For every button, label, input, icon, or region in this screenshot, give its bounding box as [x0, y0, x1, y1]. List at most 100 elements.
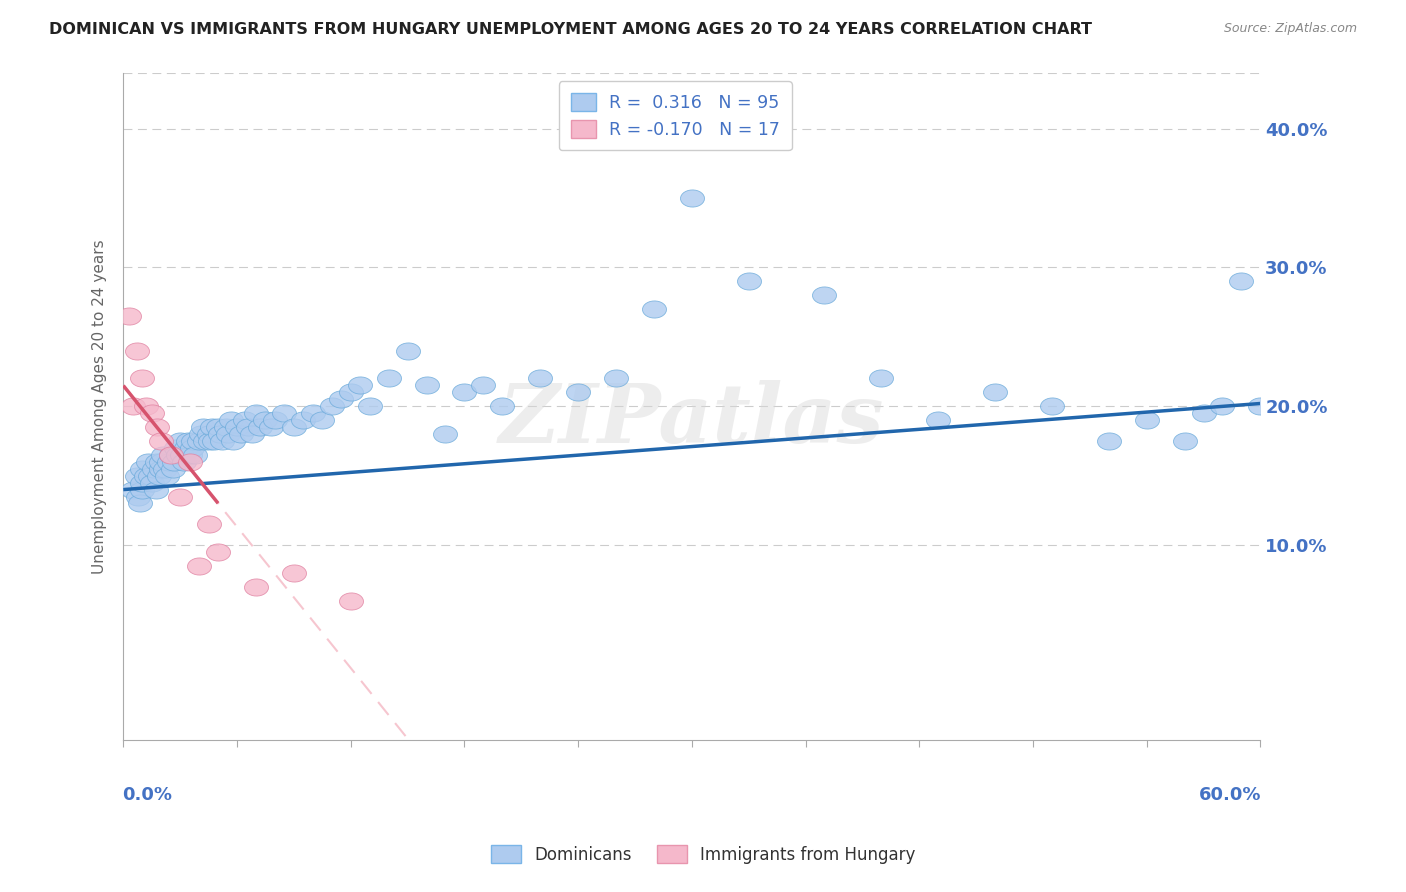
Point: [1230, 274, 1253, 288]
Text: 60.0%: 60.0%: [1199, 786, 1261, 805]
Point: [146, 420, 169, 434]
Point: [179, 455, 201, 469]
Point: [396, 343, 419, 358]
Point: [207, 545, 229, 559]
Point: [131, 475, 153, 490]
Point: [1249, 399, 1271, 413]
Point: [472, 378, 495, 392]
Point: [135, 468, 157, 483]
Point: [491, 399, 513, 413]
Point: [245, 580, 267, 594]
Point: [681, 191, 703, 205]
Point: [311, 413, 333, 427]
Point: [202, 434, 225, 448]
Point: [135, 399, 157, 413]
Point: [217, 427, 239, 442]
Point: [177, 434, 200, 448]
Point: [150, 455, 173, 469]
Point: [813, 288, 835, 302]
Point: [180, 441, 202, 455]
Point: [1136, 413, 1159, 427]
Point: [159, 448, 181, 462]
Point: [567, 385, 589, 400]
Point: [1192, 406, 1215, 420]
Point: [283, 566, 305, 580]
Point: [238, 420, 260, 434]
Point: [163, 455, 186, 469]
Point: [927, 413, 949, 427]
Point: [139, 468, 162, 483]
Point: [197, 427, 219, 442]
Y-axis label: Unemployment Among Ages 20 to 24 years: Unemployment Among Ages 20 to 24 years: [93, 239, 107, 574]
Point: [150, 462, 173, 476]
Point: [127, 490, 149, 504]
Point: [190, 427, 212, 442]
Point: [273, 406, 295, 420]
Point: [1174, 434, 1197, 448]
Point: [167, 448, 190, 462]
Point: [145, 483, 167, 497]
Point: [249, 420, 271, 434]
Point: [184, 448, 207, 462]
Legend: R =  0.316   N = 95, R = -0.170   N = 17: R = 0.316 N = 95, R = -0.170 N = 17: [560, 81, 792, 151]
Point: [156, 468, 179, 483]
Point: [737, 274, 759, 288]
Point: [136, 455, 159, 469]
Point: [254, 413, 277, 427]
Point: [131, 462, 153, 476]
Point: [142, 462, 165, 476]
Point: [201, 420, 224, 434]
Point: [208, 427, 231, 442]
Point: [179, 448, 201, 462]
Point: [330, 392, 353, 407]
Point: [339, 385, 361, 400]
Point: [349, 378, 371, 392]
Point: [194, 434, 217, 448]
Point: [141, 475, 163, 490]
Point: [229, 427, 252, 442]
Point: [415, 378, 437, 392]
Point: [152, 448, 174, 462]
Point: [153, 462, 176, 476]
Point: [191, 420, 214, 434]
Point: [339, 593, 361, 607]
Point: [183, 434, 205, 448]
Point: [283, 420, 305, 434]
Point: [1211, 399, 1233, 413]
Point: [165, 441, 187, 455]
Text: Source: ZipAtlas.com: Source: ZipAtlas.com: [1223, 22, 1357, 36]
Point: [131, 483, 153, 497]
Point: [159, 448, 181, 462]
Point: [264, 413, 287, 427]
Point: [146, 455, 169, 469]
Point: [173, 455, 195, 469]
Point: [301, 406, 323, 420]
Point: [870, 371, 893, 385]
Point: [359, 399, 381, 413]
Point: [1040, 399, 1063, 413]
Point: [188, 558, 211, 573]
Point: [260, 420, 283, 434]
Point: [1098, 434, 1121, 448]
Point: [240, 427, 263, 442]
Point: [169, 434, 191, 448]
Text: 0.0%: 0.0%: [122, 786, 172, 805]
Point: [150, 434, 173, 448]
Point: [245, 406, 267, 420]
Point: [118, 309, 141, 323]
Point: [434, 427, 457, 442]
Point: [174, 441, 197, 455]
Point: [129, 496, 152, 510]
Point: [211, 434, 233, 448]
Point: [643, 301, 665, 316]
Point: [605, 371, 627, 385]
Point: [233, 413, 256, 427]
Point: [148, 468, 170, 483]
Point: [170, 448, 193, 462]
Point: [157, 455, 180, 469]
Point: [162, 462, 184, 476]
Point: [121, 399, 143, 413]
Point: [453, 385, 475, 400]
Point: [222, 434, 245, 448]
Point: [377, 371, 399, 385]
